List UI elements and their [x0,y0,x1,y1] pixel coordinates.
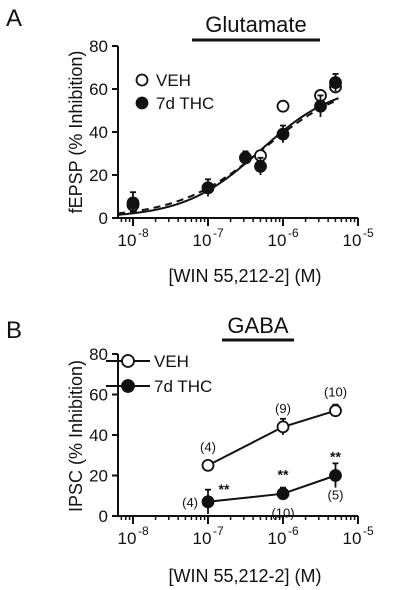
legend-marker [135,73,149,87]
panel-a: A Glutamate fEPSP (% Inhibition) [WIN 55… [6,5,374,286]
x-tick-exponent: -8 [138,226,149,240]
y-axis-label-b: IPSC (% Inhibition) [66,360,86,512]
sample-size-label: (4) [182,495,198,510]
x-tick-label: 10 [193,231,212,250]
x-tick-exponent: -5 [363,226,374,240]
fit-curve-dashed [117,98,339,215]
x-tick-exponent: -6 [288,226,299,240]
y-tick-label: 60 [89,386,108,405]
x-tick-exponent: -8 [138,524,149,538]
legend-marker [121,354,135,368]
legend-label: 7d THC [156,94,214,113]
data-point-filled [276,127,290,141]
y-tick-label: 20 [89,467,108,486]
data-point-filled [201,181,215,195]
y-axis-label-a: fEPSP (% Inhibition) [66,51,86,214]
fit-curve-solid [117,97,339,216]
x-tick-label: 10 [343,529,362,548]
sample-size-label: (10) [324,385,347,400]
x-tick-exponent: -5 [363,524,374,538]
x-tick-exponent: -7 [213,226,224,240]
x-tick-label: 10 [118,529,137,548]
sample-size-label: (5) [328,488,344,503]
y-tick-label: 60 [89,80,108,99]
y-tick-label: 80 [89,37,108,56]
x-tick-label: 10 [118,231,137,250]
panel-letter-a: A [6,5,22,32]
data-point-filled [276,487,290,501]
chart-title-b: GABA [227,313,288,338]
legend-label: 7d THC [154,377,212,396]
data-point-open [329,404,342,418]
data-point-filled [329,469,342,482]
y-tick-label: 20 [89,166,108,185]
y-tick-label: 0 [99,507,108,526]
x-tick-exponent: -6 [288,524,299,538]
data-point-open [276,420,290,434]
data-point-filled [126,196,140,210]
data-point-filled [201,495,215,509]
y-tick-label: 80 [89,345,108,364]
legend-label: VEH [154,352,189,371]
sample-size-label: (4) [200,439,216,454]
data-point-filled [239,151,252,165]
x-tick-label: 10 [268,231,287,250]
significance-marker: ** [330,449,341,465]
sample-size-label: (9) [275,401,291,416]
data-point-open [276,99,290,113]
legend-marker [121,379,135,393]
x-tick-label: 10 [268,529,287,548]
legend-marker [135,96,149,110]
chart-title-a: Glutamate [205,12,307,37]
significance-marker: ** [219,481,230,497]
data-point-filled [329,76,342,89]
y-tick-label: 0 [99,209,108,228]
x-axis-label-a: [WIN 55,212-2] (M) [168,266,321,286]
x-tick-label: 10 [193,529,212,548]
panel-letter-b: B [6,317,22,344]
panel-b: B GABA IPSC (% Inhibition) [WIN 55,212-2… [6,313,374,586]
series-line [207,409,336,467]
significance-marker: ** [278,467,289,483]
data-point-open [201,458,215,472]
y-tick-label: 40 [89,426,108,445]
x-tick-label: 10 [343,231,362,250]
data-point-filled [314,99,327,113]
x-axis-label-b: [WIN 55,212-2] (M) [168,566,321,586]
legend-label: VEH [156,71,191,90]
data-point-filled [254,159,267,173]
x-tick-exponent: -7 [213,524,224,538]
y-tick-label: 40 [89,123,108,142]
sample-size-label: (10) [271,506,294,521]
